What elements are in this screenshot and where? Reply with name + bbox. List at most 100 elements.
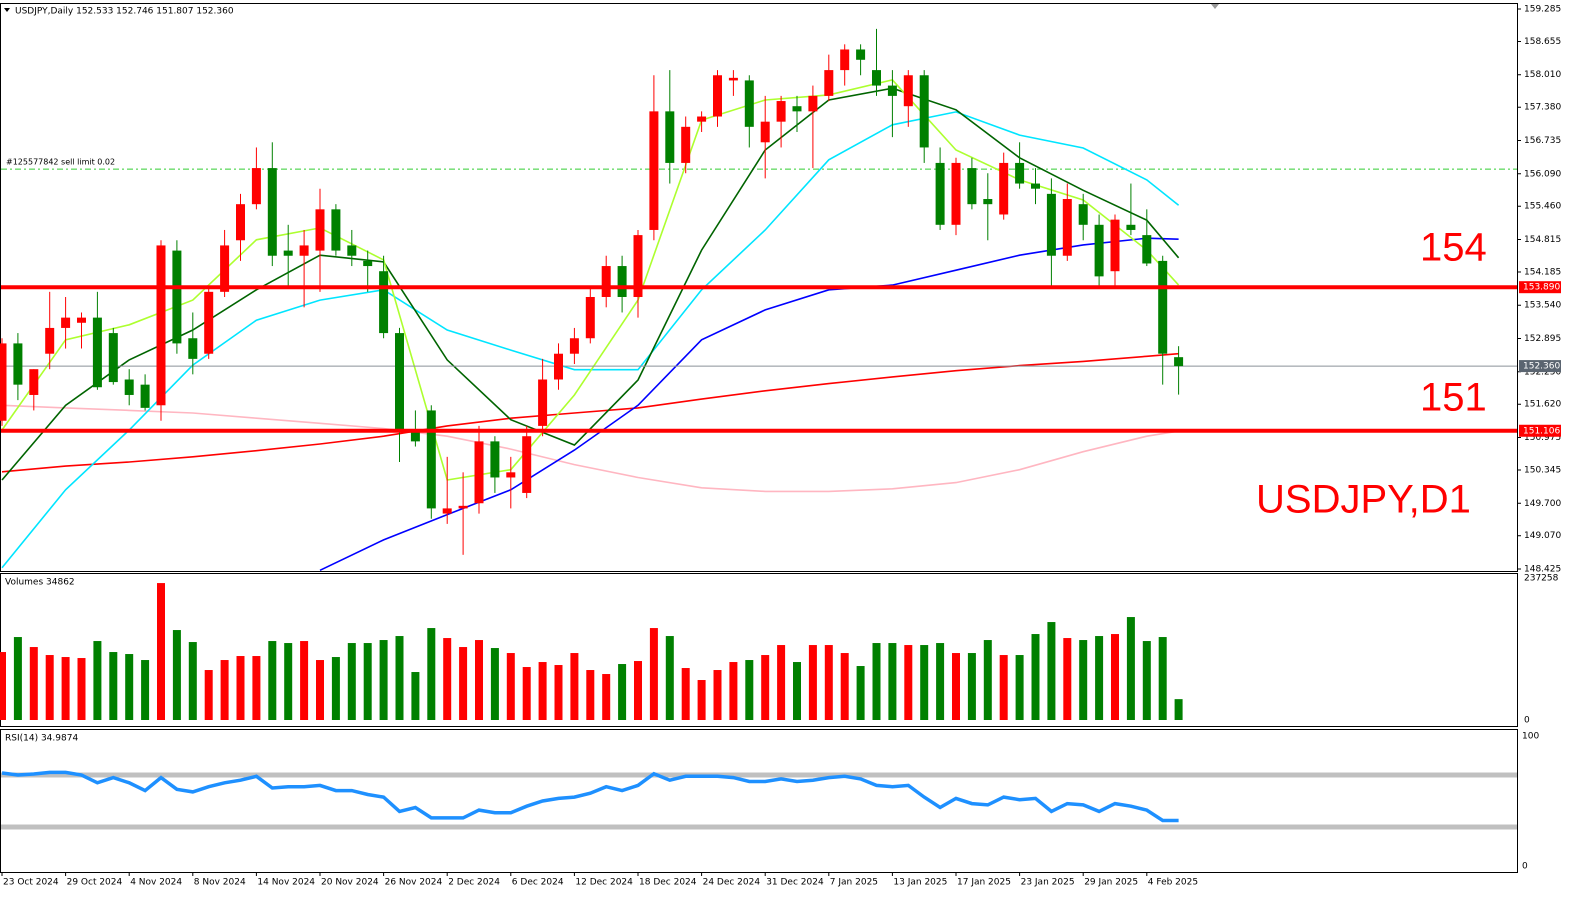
volume-bar [506,653,515,720]
candle-body [1015,162,1025,184]
rsi-line [1,770,1179,823]
x-tick-label: 12 Dec 2024 [575,878,633,888]
volume-bar [395,636,404,720]
volume-bar [77,658,86,720]
annotation: 151 [1420,376,1487,420]
volume-bar [1079,640,1088,720]
candle-body [490,441,500,478]
candle-body [1062,199,1072,256]
volume-bar [427,628,436,720]
volume-title: Volumes 34862 [5,578,75,588]
volume-bar [316,660,324,720]
candle-body [299,245,309,256]
candle-body [999,162,1009,215]
volume-bar [729,662,738,720]
volume-bar [188,642,197,720]
volume-bar [252,656,261,720]
volume-bar [586,670,595,720]
candle-body [347,245,357,256]
volume-bar [490,648,499,720]
volume-bar [1095,636,1104,720]
candle-body [824,70,834,96]
candle-body [13,343,23,385]
y-tick-label: 156.735 [1524,136,1561,146]
volume-bar [45,655,54,720]
candle-body [935,162,945,225]
volume-bar [1174,699,1183,720]
y-tick-label: 0 [1522,862,1528,872]
volume-bar [157,583,165,720]
y-tick-label: 100 [1522,732,1539,742]
candle-body [458,505,468,509]
y-tick-label: 149.070 [1524,531,1561,541]
candle-body [522,436,532,493]
y-tick-label: 152.250 [1524,367,1561,377]
y-tick-label: 30 [1522,823,1534,833]
candle-body [124,379,134,395]
candle-body [872,70,881,86]
volume-bar [363,643,372,720]
volume-bar [554,665,563,720]
candle-body [220,245,230,292]
moving-average [1,111,1180,569]
candle-body [569,338,579,354]
volume-bar [1031,634,1040,720]
volume-bar [522,667,531,720]
x-tick-label: 4 Nov 2024 [130,878,182,888]
volume-bar [459,647,468,720]
volume-bar [1142,641,1151,720]
volume-bar [697,680,706,720]
candle-body [792,106,802,112]
candle-body [1094,224,1104,277]
candle-body [649,111,659,230]
x-tick-label: 4 Feb 2025 [1148,878,1198,888]
y-tick-label: 0 [1524,716,1530,726]
volume-bar [331,657,340,720]
candle-body [856,49,866,60]
candle-body [267,168,277,256]
annotation: 154 [1420,226,1487,270]
x-tick-label: 29 Jan 2025 [1084,878,1138,888]
y-tick-label: 237258 [1524,574,1559,584]
volume-bar [872,643,881,720]
volume-bar [13,637,22,720]
candle-body [983,199,993,205]
volume-bar [172,630,181,720]
menu-arrow [4,8,10,12]
candle-body [554,353,563,380]
candle-body [840,49,850,71]
x-tick-label: 14 Nov 2024 [257,878,315,888]
candle-body [1158,260,1168,354]
candle-body [251,168,261,205]
candle-body [172,250,182,344]
volume-bar [1126,617,1135,720]
candle-body [585,296,595,339]
volume-bar [999,655,1008,720]
candle-body [951,162,961,225]
volume-bar [538,662,547,720]
y-tick-label: 157.380 [1524,103,1561,113]
moving-average [1,79,1180,481]
annotation: USDJPY,D1 [1256,478,1471,522]
x-tick-label: 7 Jan 2025 [830,878,878,888]
volume-bar [204,670,213,720]
x-tick-label: 24 Dec 2024 [703,878,761,888]
candle-body [140,384,150,408]
volume-bar [443,638,452,720]
candle-body [45,327,55,354]
volume-bar [840,653,849,720]
volume-bar [284,643,293,720]
volume-bar [125,654,134,720]
y-tick-label: 148.425 [1524,565,1561,575]
candle-body [538,379,548,426]
candle-body [1046,193,1056,256]
candle-body [665,111,675,163]
candle-body [61,317,71,328]
y-tick-label: 149.700 [1524,499,1561,509]
y-tick-label: 150.975 [1524,433,1561,443]
candle-body [1174,357,1184,367]
x-tick-label: 31 Dec 2024 [766,878,824,888]
y-tick-label: 150.345 [1524,465,1561,475]
chart-title: USDJPY,Daily 152.533 152.746 151.807 152… [15,7,234,17]
